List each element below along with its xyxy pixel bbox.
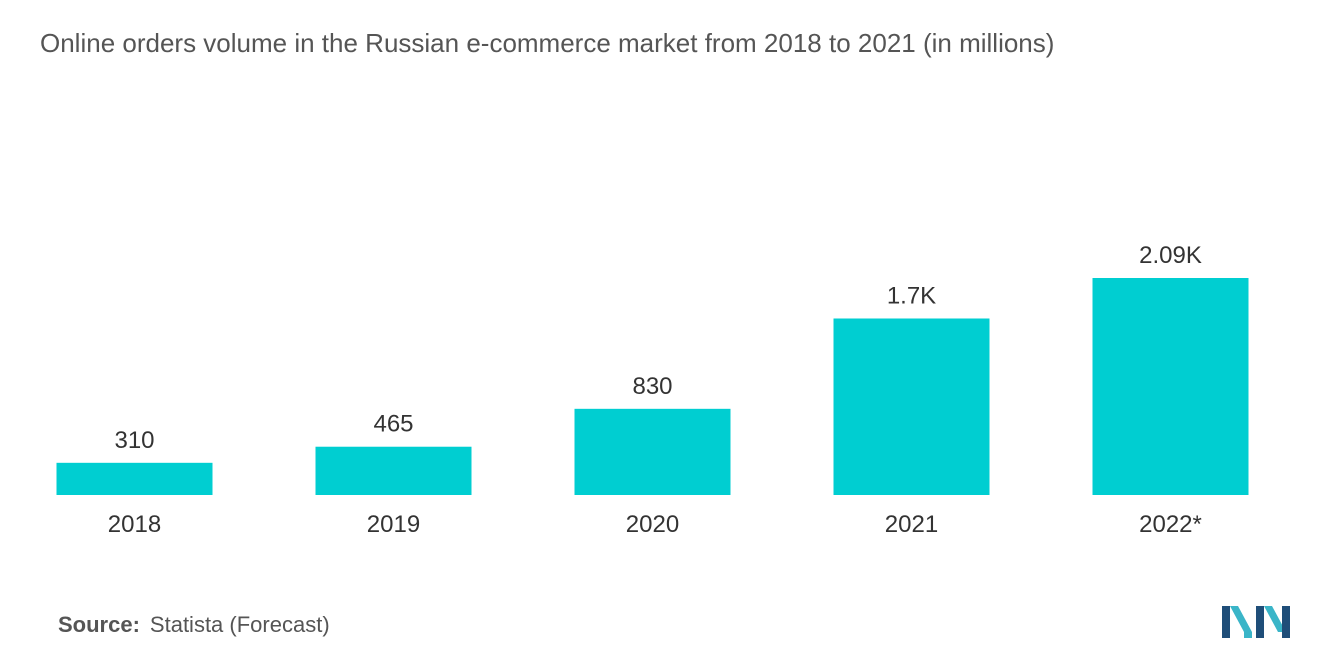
data-label-2019: 465 <box>373 411 413 438</box>
data-label-2018: 310 <box>114 427 154 454</box>
source-text: Statista (Forecast) <box>149 612 330 637</box>
x-tick-label-2022: 2022* <box>1139 511 1202 538</box>
data-label-2022: 2.09K <box>1139 242 1202 269</box>
bar-2022 <box>1092 278 1249 495</box>
bar-chart: 310 2018 465 2019 830 2020 1.7K 2021 2.09K 2022* <box>56 242 1249 538</box>
bar-2021 <box>833 318 990 495</box>
source-label: Source: <box>58 612 140 637</box>
x-tick-label-2019: 2019 <box>367 511 420 538</box>
bar-2020 <box>574 408 731 495</box>
data-label-2021: 1.7K <box>887 282 936 309</box>
x-tick-label-2018: 2018 <box>108 511 161 538</box>
source-note: Source: Statista (Forecast) <box>58 612 330 638</box>
chart-title: Online orders volume in the Russian e-co… <box>40 28 1055 58</box>
data-label-2020: 830 <box>632 373 672 400</box>
bar-2019 <box>315 446 472 495</box>
x-tick-label-2020: 2020 <box>626 511 679 538</box>
x-tick-label-2021: 2021 <box>885 511 938 538</box>
brand-logo-icon <box>1222 606 1290 638</box>
bar-2018 <box>56 462 213 495</box>
